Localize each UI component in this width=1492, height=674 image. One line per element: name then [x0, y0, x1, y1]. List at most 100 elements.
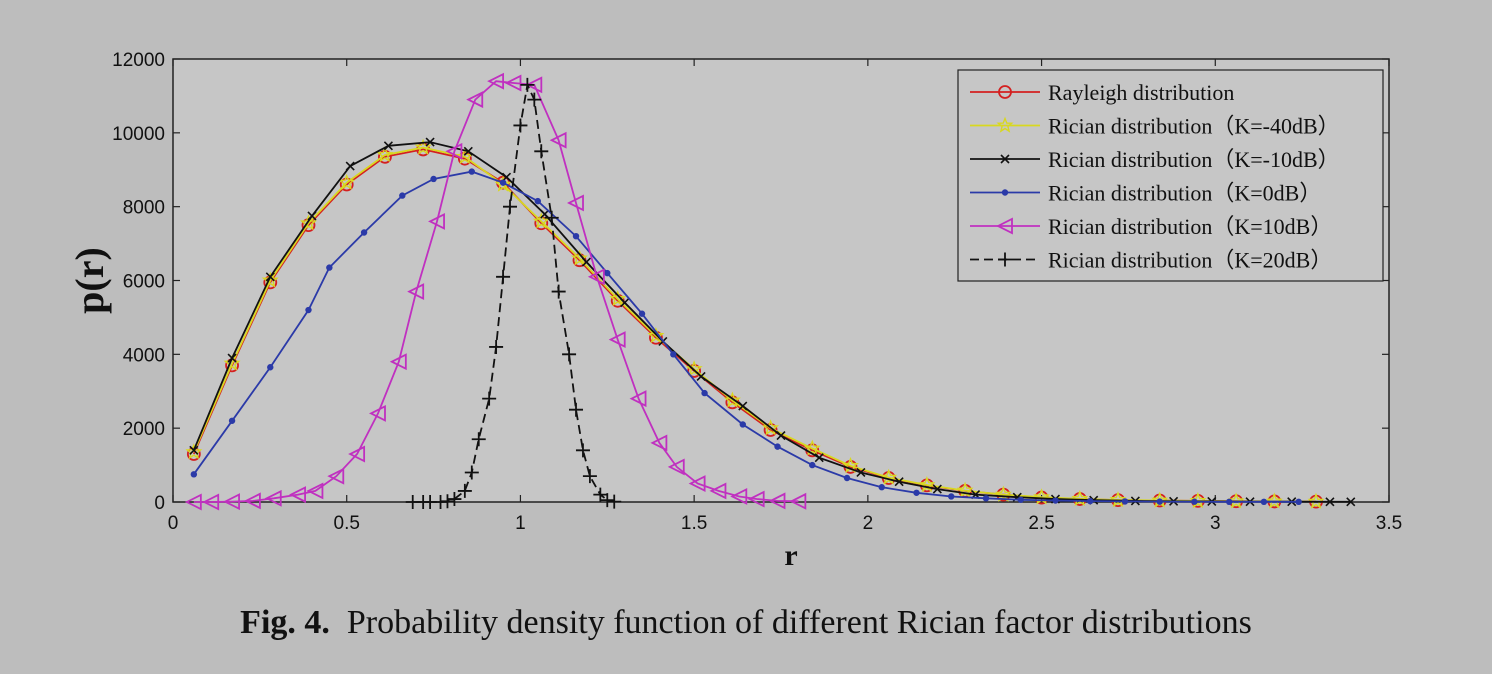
data-point — [185, 443, 203, 460]
data-point — [629, 390, 647, 408]
legend-item: Rician distribution（K=-40dB） — [970, 114, 1340, 139]
data-point — [1071, 490, 1089, 507]
series-line — [193, 80, 799, 503]
legend-item: Rician distribution（K=20dB） — [970, 248, 1332, 273]
data-point — [1191, 498, 1198, 505]
data-point — [487, 72, 505, 90]
data-point — [789, 492, 807, 510]
data-point — [504, 74, 522, 92]
data-point — [1121, 498, 1129, 505]
data-point — [457, 151, 472, 166]
data-point — [243, 492, 261, 510]
data-point — [1109, 491, 1127, 508]
data-point — [464, 465, 479, 480]
figure-caption: Fig. 4. Probability density function of … — [0, 604, 1492, 642]
data-point — [378, 149, 392, 164]
data-point — [447, 492, 462, 507]
data-point — [414, 138, 432, 155]
data-point — [572, 233, 580, 240]
data-point — [463, 146, 473, 156]
data-point — [549, 131, 567, 149]
legend-marker — [996, 116, 1014, 133]
data-point — [503, 199, 518, 214]
data-point — [667, 458, 685, 476]
data-point — [650, 434, 668, 452]
data-point — [457, 483, 472, 498]
data-point — [723, 391, 741, 408]
data-point — [638, 310, 646, 317]
data-point — [228, 417, 236, 424]
data-point — [1325, 497, 1335, 507]
data-point — [223, 493, 240, 511]
series-3 — [190, 168, 1302, 506]
x-tick-label: 0 — [168, 513, 179, 534]
data-point — [567, 194, 584, 212]
legend-item: Rician distribution（K=-10dB） — [970, 147, 1340, 172]
data-point — [190, 471, 198, 478]
data-point — [932, 484, 942, 494]
data-point — [730, 488, 748, 505]
data-point — [570, 249, 588, 266]
data-point — [489, 339, 504, 354]
data-point — [456, 147, 474, 165]
x-tick-label: 3.5 — [1376, 513, 1402, 534]
legend-marker — [1001, 189, 1009, 196]
data-point — [994, 485, 1012, 502]
data-point — [525, 76, 543, 94]
data-point — [348, 445, 366, 463]
legend-label: Rician distribution（K=0dB） — [1048, 181, 1321, 206]
data-point — [306, 482, 324, 500]
data-point — [307, 211, 317, 221]
data-point — [562, 347, 577, 362]
data-point — [299, 214, 318, 231]
caption-text: Probability density function of differen… — [346, 604, 1252, 641]
data-point — [1227, 492, 1245, 509]
data-point — [430, 175, 437, 183]
data-point — [1156, 498, 1163, 505]
data-point — [202, 493, 220, 511]
legend-marker — [998, 85, 1012, 99]
data-point — [261, 271, 279, 288]
x-tick-label: 2.5 — [1028, 513, 1054, 534]
data-point — [440, 494, 455, 509]
data-point — [496, 269, 511, 284]
y-tick-label: 0 — [154, 493, 165, 514]
data-point — [425, 137, 435, 147]
data-point — [534, 144, 549, 159]
data-point — [688, 475, 706, 492]
legend-label: Rician distribution（K=20dB） — [1048, 248, 1332, 273]
data-point — [265, 272, 275, 282]
data-point — [768, 492, 786, 510]
data-point — [687, 364, 702, 378]
data-point — [494, 175, 512, 192]
data-point — [227, 353, 237, 363]
data-point — [389, 353, 407, 371]
series-4 — [184, 72, 807, 511]
data-point — [1225, 498, 1233, 506]
data-point — [534, 197, 541, 205]
x-axis-label: r — [784, 539, 797, 572]
data-point — [1052, 497, 1059, 504]
data-point — [499, 179, 507, 186]
legend-marker — [1000, 154, 1010, 164]
data-point — [948, 493, 955, 500]
data-point — [1087, 497, 1094, 505]
data-point — [856, 467, 866, 478]
y-tick-label: 8000 — [123, 198, 165, 219]
data-point — [527, 92, 542, 107]
data-point — [607, 494, 622, 509]
data-point — [184, 493, 202, 511]
data-point — [1295, 498, 1302, 506]
data-point — [878, 484, 885, 491]
caption-label: Fig. 4. — [240, 604, 330, 641]
data-point — [843, 474, 851, 482]
data-point — [445, 142, 463, 160]
legend-item: Rayleigh distribution — [970, 80, 1234, 105]
data-point — [647, 326, 665, 344]
x-tick-label: 1 — [515, 513, 526, 534]
data-point — [1260, 498, 1268, 506]
data-point — [609, 290, 627, 307]
data-point — [774, 443, 781, 450]
data-point — [814, 453, 824, 463]
